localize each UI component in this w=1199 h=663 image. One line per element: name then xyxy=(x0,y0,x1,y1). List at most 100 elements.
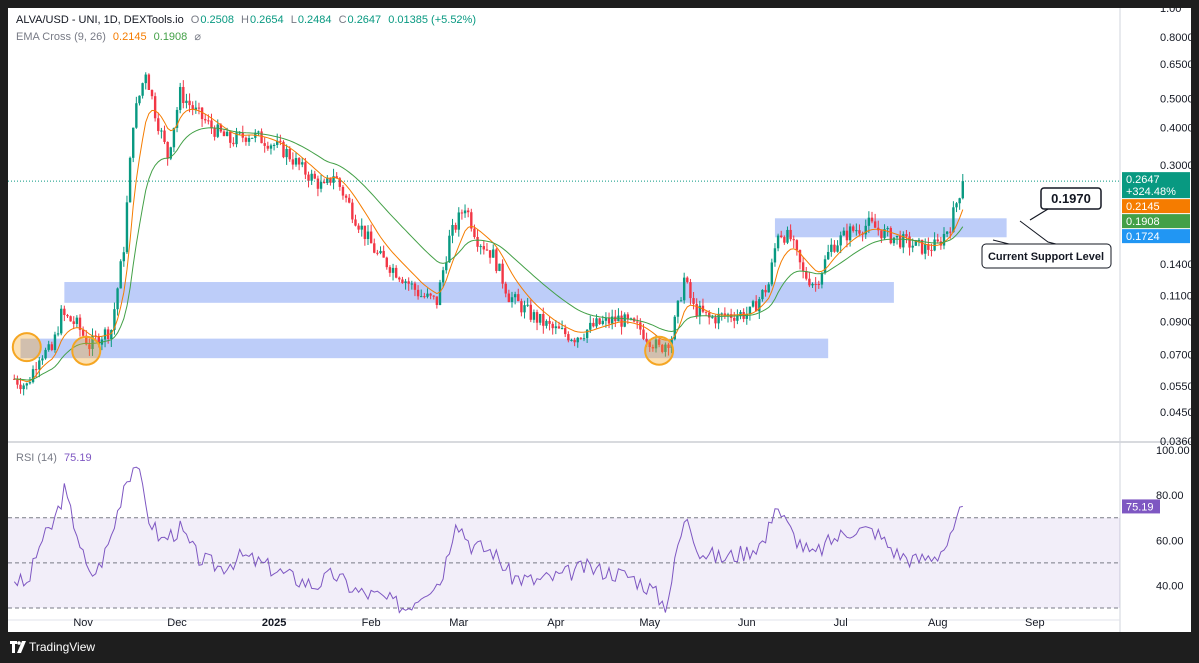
candle-body xyxy=(391,267,395,273)
axis-price-label: 0.2647+324.48% xyxy=(1122,172,1190,199)
change-value: 0.01385 (+5.52%) xyxy=(388,14,476,26)
candle-body xyxy=(288,148,291,160)
candle-body xyxy=(388,267,392,273)
support-callout-pointer-2 xyxy=(992,239,1010,245)
candle-body xyxy=(498,263,501,271)
ema-legend[interactable]: EMA Cross (9, 26) 0.2145 0.1908 ⌀ xyxy=(16,30,202,43)
candle-body xyxy=(927,244,930,250)
candle-body xyxy=(81,329,85,336)
candle-body xyxy=(620,315,623,327)
candle-body xyxy=(589,322,592,330)
tradingview-logo-icon[interactable] xyxy=(10,641,26,653)
candle-body xyxy=(767,284,770,293)
candle-body xyxy=(604,317,608,321)
candle-body xyxy=(138,95,141,104)
candle-body xyxy=(147,74,151,90)
candle-body xyxy=(758,299,761,312)
price-tick-label: 1.00 xyxy=(1160,8,1181,15)
candle-body xyxy=(463,210,467,214)
candle-body xyxy=(720,313,723,315)
candle-body xyxy=(332,176,335,183)
candle-body xyxy=(942,233,946,246)
candle-body xyxy=(329,177,332,183)
candle-body xyxy=(880,230,883,239)
candle-body xyxy=(135,103,138,128)
axis-price-label-value: 0.2647 xyxy=(1126,174,1160,186)
candle-body xyxy=(661,344,664,352)
candle-body xyxy=(257,131,260,133)
candle-body xyxy=(520,301,523,313)
rsi-axis-label-bg xyxy=(1122,499,1160,514)
price-callout-box: 0.1970 xyxy=(1029,187,1102,221)
candle-body xyxy=(488,250,492,258)
candle-body xyxy=(529,304,532,320)
candle-body xyxy=(917,239,921,241)
hidden-eye-icon[interactable]: ⌀ xyxy=(194,31,201,43)
rsi-line xyxy=(13,466,963,614)
candle-body xyxy=(238,132,241,134)
candle-body xyxy=(470,212,473,229)
rsi-tick-label: 40.00 xyxy=(1156,580,1184,592)
highlight-circle xyxy=(11,332,42,363)
candle-body xyxy=(103,329,107,340)
axis-price-label: 0.1724 xyxy=(1122,229,1190,244)
symbol-legend[interactable]: ALVA/USD - UNI, 1D, DEXTools.io O0.2508 … xyxy=(16,14,477,26)
candle-body xyxy=(495,249,498,271)
price-callout-pointer xyxy=(1029,208,1049,221)
rsi-legend[interactable]: RSI (14) 75.19 xyxy=(16,452,93,464)
candle-body xyxy=(445,262,448,271)
candle-body xyxy=(476,236,479,247)
candle-body xyxy=(413,283,417,290)
candle-body xyxy=(326,177,329,184)
candle-body xyxy=(235,132,238,145)
candle-body xyxy=(404,281,407,284)
time-tick-label: Mar xyxy=(449,617,468,629)
candle-body xyxy=(297,158,301,165)
candle-body xyxy=(335,176,338,179)
time-tick-label: Apr xyxy=(547,617,564,629)
candles-group xyxy=(13,72,964,396)
candle-body xyxy=(833,244,836,252)
candle-body xyxy=(423,296,426,298)
candle-body xyxy=(72,321,75,324)
candle-body xyxy=(357,225,360,230)
candle-body xyxy=(229,131,232,143)
support-zone xyxy=(64,282,894,303)
candle-body xyxy=(510,297,514,303)
ema-slow-line xyxy=(14,127,964,381)
candle-body xyxy=(930,249,933,251)
candle-body xyxy=(175,109,179,128)
candle-body xyxy=(225,131,229,137)
price-tick-label: 0.1100 xyxy=(1160,291,1191,303)
candle-body xyxy=(673,316,676,340)
candle-body xyxy=(607,317,611,324)
tradingview-brand[interactable]: TradingView xyxy=(29,640,96,654)
candle-body xyxy=(754,301,758,312)
candle-body xyxy=(714,317,717,324)
rsi-axis-label-value: 75.19 xyxy=(1126,501,1154,513)
candle-body xyxy=(194,107,198,110)
candle-body xyxy=(322,181,326,184)
price-tick-label: 0.3000 xyxy=(1160,160,1191,172)
candle-body xyxy=(573,339,576,343)
candle-body xyxy=(310,173,313,181)
candle-body xyxy=(811,283,814,286)
candle-body xyxy=(873,221,877,228)
candle-body xyxy=(304,162,307,175)
candle-body xyxy=(178,86,182,110)
price-tick-label: 0.1400 xyxy=(1160,259,1191,271)
candle-body xyxy=(839,235,842,246)
candle-body xyxy=(761,289,764,300)
candle-body xyxy=(945,231,949,234)
candle-body xyxy=(504,283,507,294)
candle-body xyxy=(507,293,511,303)
candle-body xyxy=(817,283,820,285)
candle-body xyxy=(169,147,172,159)
candle-body xyxy=(805,270,808,279)
candle-body xyxy=(219,124,223,132)
support-zone xyxy=(20,338,829,359)
time-tick-label: Jul xyxy=(834,617,848,629)
candle-body xyxy=(110,330,113,340)
candle-body xyxy=(382,250,385,258)
